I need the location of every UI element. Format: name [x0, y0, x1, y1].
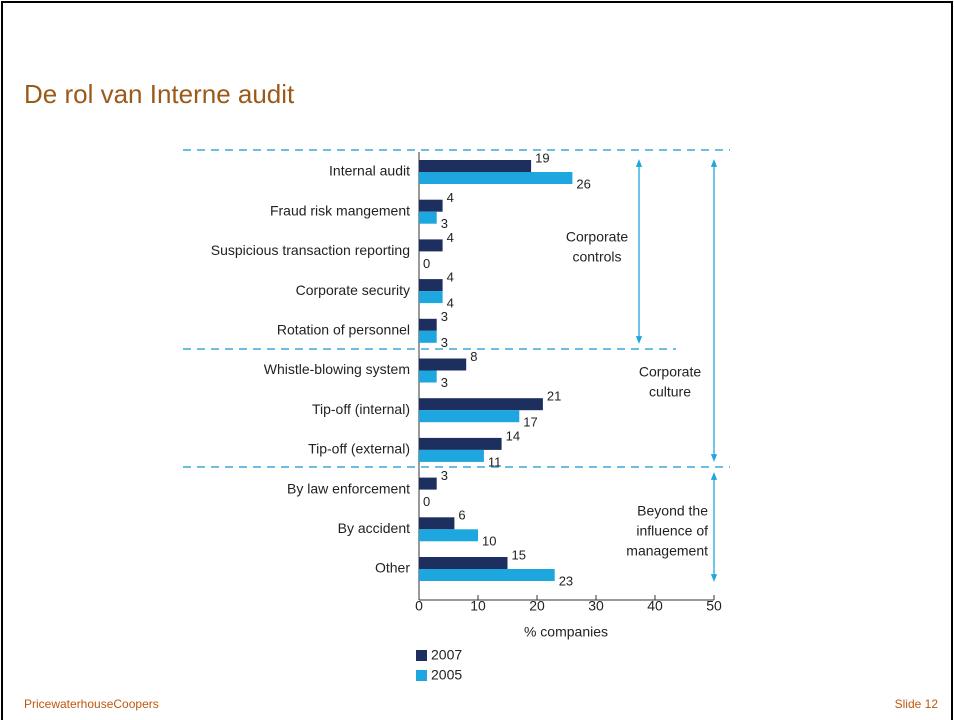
category-label: Fraud risk mangement — [270, 202, 410, 218]
annotation: Beyond the — [637, 503, 708, 519]
value-label: 3 — [441, 468, 448, 483]
category-label: Internal audit — [329, 163, 410, 179]
footer-right: Slide 12 — [895, 697, 939, 711]
annotation: influence of — [636, 523, 708, 539]
category-label: Whistle-blowing system — [264, 361, 410, 377]
value-label: 19 — [535, 150, 549, 165]
legend-label: 2005 — [431, 667, 462, 683]
annotation: management — [626, 543, 708, 559]
annotation: Corporate — [639, 364, 701, 380]
bar — [419, 437, 502, 450]
value-label: 4 — [447, 230, 454, 245]
annotation: culture — [649, 384, 691, 400]
slide-title: De rol van Interne audit — [24, 79, 295, 109]
value-label: 26 — [576, 176, 590, 191]
bar — [419, 557, 508, 569]
value-label: 14 — [506, 428, 520, 443]
bar — [419, 160, 532, 172]
category-label: Corporate security — [296, 282, 410, 298]
value-label: 17 — [523, 415, 537, 430]
annotation: Corporate — [566, 229, 628, 245]
legend-swatch — [416, 670, 427, 681]
value-label: 3 — [441, 375, 448, 390]
x-axis-label: % companies — [524, 624, 608, 640]
x-tick-label: 50 — [706, 598, 722, 614]
bar — [419, 370, 437, 383]
category-label: Tip-off (internal) — [312, 401, 410, 417]
bar — [419, 358, 467, 371]
bar — [419, 318, 437, 331]
bar — [419, 569, 555, 581]
value-label: 3 — [441, 309, 448, 324]
section-dividers — [183, 149, 730, 468]
bar — [419, 291, 443, 304]
value-label: 10 — [482, 534, 496, 549]
bar — [419, 517, 455, 530]
x-tick-label: 0 — [415, 598, 423, 614]
x-tick-label: 20 — [529, 598, 545, 614]
footer-left: PricewaterhouseCoopers — [24, 697, 159, 711]
section-arrows — [635, 159, 718, 582]
value-label: 0 — [423, 494, 430, 509]
bar — [419, 410, 520, 423]
value-label: 11 — [488, 454, 502, 469]
value-label: 3 — [441, 335, 448, 350]
category-label: By law enforcement — [287, 480, 410, 496]
x-tick-label: 10 — [470, 598, 486, 614]
category-label: Suspicious transaction reporting — [211, 242, 410, 258]
legend-swatch — [416, 650, 427, 661]
value-label: 4 — [447, 270, 454, 285]
annotation: controls — [572, 249, 621, 265]
bar — [419, 279, 443, 292]
value-label: 15 — [512, 547, 526, 562]
value-label: 21 — [547, 389, 561, 404]
value-label: 23 — [559, 573, 573, 588]
bar — [419, 199, 443, 212]
category-label: Other — [375, 560, 410, 576]
bar — [419, 172, 573, 184]
category-label: By accident — [338, 520, 410, 536]
category-label: Tip-off (external) — [308, 441, 410, 457]
bar — [419, 529, 478, 542]
bar — [419, 239, 443, 252]
bar — [419, 330, 437, 343]
bar — [419, 211, 437, 224]
value-label: 4 — [447, 190, 454, 205]
bar — [419, 398, 543, 411]
value-label: 8 — [470, 349, 477, 364]
bar — [419, 449, 484, 462]
category-label: Rotation of personnel — [277, 322, 410, 338]
legend-label: 2007 — [431, 647, 462, 663]
value-label: 3 — [441, 216, 448, 231]
bar — [419, 477, 437, 490]
value-label: 4 — [447, 296, 454, 311]
x-tick-label: 30 — [588, 598, 604, 614]
value-label: 0 — [423, 256, 430, 271]
x-tick-label: 40 — [647, 598, 663, 614]
value-label: 6 — [458, 508, 465, 523]
